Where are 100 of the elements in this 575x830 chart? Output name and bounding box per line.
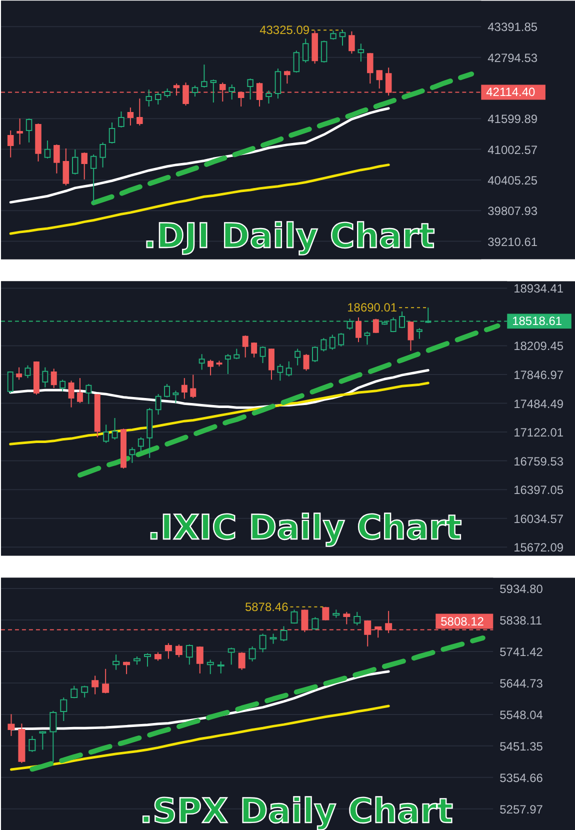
candlestick — [90, 154, 97, 204]
candlestick — [201, 64, 208, 88]
line-series — [9, 369, 430, 409]
y-tick-label: 5644.73 — [500, 676, 544, 690]
y-tick-label: 5548.04 — [500, 708, 544, 722]
ref-line-label: 18518.61 — [512, 314, 562, 328]
candlestick — [108, 122, 116, 144]
candlestick — [290, 609, 298, 624]
candlestick — [238, 652, 246, 670]
candlestick — [24, 364, 31, 379]
candlestick — [376, 70, 383, 90]
y-tick-label: 17846.97 — [514, 368, 564, 382]
y-tick-label: 17484.49 — [514, 396, 564, 411]
candlestick — [50, 368, 57, 388]
y-tick-label: 16034.57 — [514, 512, 564, 526]
candlestick — [286, 360, 292, 377]
candlestick — [224, 354, 231, 375]
candlestick — [70, 685, 78, 699]
candlestick — [228, 647, 235, 666]
candlestick — [103, 424, 110, 444]
line-series — [10, 704, 390, 771]
candlestick — [329, 334, 336, 350]
candlestick — [127, 107, 134, 126]
candlestick — [7, 370, 14, 394]
y-tick-label: 5257.97 — [500, 802, 544, 816]
y-tick-label: 42794.53 — [488, 50, 538, 65]
candlestick — [293, 50, 300, 74]
candlestick — [247, 78, 254, 100]
candlestick — [217, 660, 224, 674]
candlestick — [274, 68, 282, 100]
candlestick — [76, 378, 83, 404]
candlestick — [72, 148, 78, 175]
candlestick — [251, 342, 258, 358]
candlestick — [294, 348, 301, 366]
candlestick — [144, 652, 151, 668]
y-tick-label: 5354.66 — [500, 770, 544, 785]
y-tick-label: 17122.01 — [514, 426, 564, 440]
y-tick-label: 41002.57 — [488, 142, 538, 157]
annotation: 43325.09 — [260, 23, 310, 38]
candlestick — [54, 144, 60, 174]
candlestick — [284, 70, 290, 84]
candlestick — [112, 654, 120, 670]
candlestick — [312, 616, 319, 630]
candlestick — [358, 43, 364, 62]
candlestick — [175, 644, 182, 658]
candlestick — [68, 380, 74, 408]
candlestick — [356, 316, 362, 343]
candlestick — [129, 446, 136, 464]
candlestick — [270, 633, 277, 644]
candlestick — [367, 52, 374, 84]
y-tick-label: 39210.61 — [488, 234, 538, 249]
y-tick-label: 16397.05 — [514, 483, 564, 498]
candlestick — [348, 30, 355, 54]
line-series — [91, 71, 474, 206]
candlestick — [44, 140, 51, 159]
candlestick — [118, 110, 124, 128]
text: .IXIC Daily Chart — [148, 508, 462, 548]
candlestick — [50, 710, 57, 762]
candlestick — [112, 417, 118, 440]
candlestick — [60, 697, 68, 722]
line-series — [30, 635, 486, 772]
candlestick — [138, 436, 144, 452]
candlestick — [164, 384, 170, 398]
line-series — [9, 107, 390, 204]
candlestick — [172, 390, 179, 404]
candlestick — [268, 348, 274, 380]
candlestick — [259, 633, 266, 653]
candlestick — [208, 359, 214, 376]
candlestick — [8, 714, 15, 736]
candlestick — [62, 148, 70, 186]
candlestick — [146, 89, 152, 108]
candlestick — [198, 354, 205, 370]
candlestick — [234, 348, 240, 360]
candlestick — [364, 330, 370, 346]
candlestick — [100, 142, 106, 168]
candlestick — [81, 152, 88, 180]
candlestick — [320, 338, 327, 352]
candlestick — [303, 354, 310, 372]
candlestick — [302, 38, 309, 64]
candlestick — [16, 118, 23, 145]
y-tick-label: 18209.45 — [514, 339, 564, 354]
candlestick — [280, 626, 288, 642]
candlestick — [228, 84, 235, 100]
y-tick-label: 39807.93 — [488, 204, 538, 218]
text: .SPX Daily Chart — [140, 791, 453, 830]
y-tick-label: 41599.89 — [488, 112, 538, 126]
candlestick — [7, 130, 14, 158]
candlestick — [39, 730, 46, 750]
ref-line-label: 42114.40 — [486, 85, 536, 100]
candlestick — [248, 646, 256, 662]
line-series — [9, 382, 430, 446]
candlestick — [277, 364, 284, 382]
candlestick — [102, 668, 110, 694]
candlestick — [338, 332, 344, 347]
annotation: 18690.01 — [347, 300, 398, 315]
candlestick — [81, 685, 88, 698]
y-tick-label: 5451.35 — [500, 739, 544, 754]
candlestick — [372, 318, 379, 334]
candlestick — [16, 366, 22, 380]
candlestick — [242, 334, 248, 358]
